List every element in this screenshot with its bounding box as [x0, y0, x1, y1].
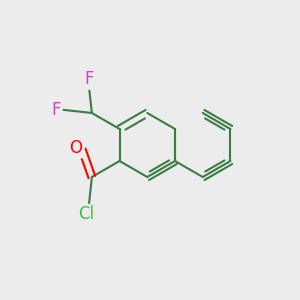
- Text: F: F: [51, 101, 61, 119]
- Text: Cl: Cl: [79, 206, 95, 224]
- Text: F: F: [84, 70, 93, 88]
- Text: O: O: [69, 139, 82, 157]
